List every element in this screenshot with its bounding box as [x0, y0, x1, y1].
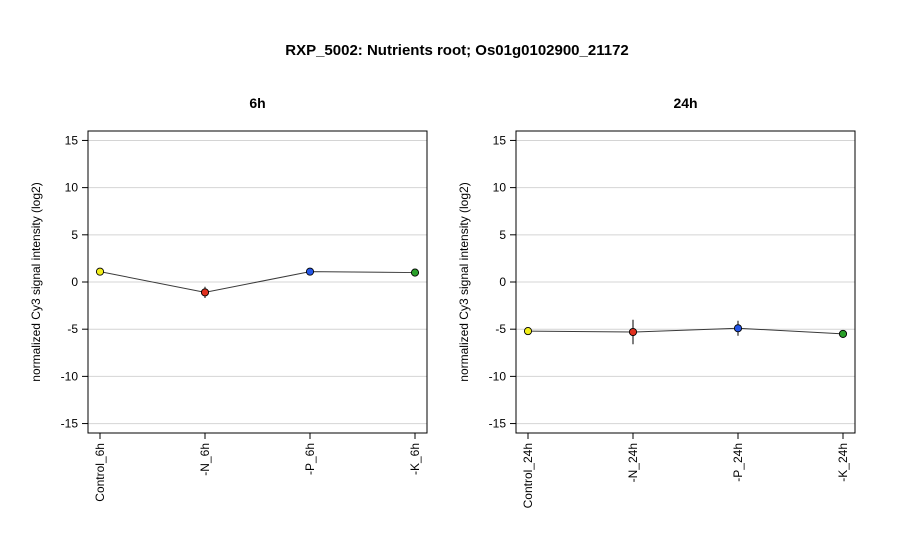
chart-title: RXP_5002: Nutrients root; Os01g0102900_2…: [285, 42, 629, 59]
data-point: [410, 268, 420, 277]
y-tick-label: 15: [493, 133, 507, 147]
y-tick-label: 5: [71, 228, 78, 242]
plot-frame: [515, 130, 856, 434]
chart-panel-0: 6h 15 10 5 0 -5 -10 -15 normalized Cy3 signal in…: [29, 95, 428, 502]
y-tick-label: -15: [61, 417, 79, 431]
series-line: [99, 271, 416, 293]
data-point: [305, 267, 315, 276]
x-tick-label: -P_24h: [731, 443, 745, 482]
data-point: [95, 267, 105, 276]
x-tick-label: -N_24h: [626, 443, 640, 482]
y-tick-label: -5: [67, 322, 78, 336]
series-line: [527, 327, 844, 335]
data-point: [628, 327, 638, 337]
panel-title: 24h: [673, 95, 697, 111]
y-tick-label: 0: [71, 275, 78, 289]
data-point: [523, 327, 533, 336]
x-tick-label: -K_24h: [836, 443, 850, 482]
x-tick-label: -K_6h: [408, 443, 422, 475]
y-tick-label: 0: [499, 275, 506, 289]
chart-panels: 6h 15 10 5 0 -5 -10 -15 normalized Cy3 signal in…: [29, 95, 856, 508]
x-tick-label: -N_6h: [198, 443, 212, 476]
x-tick-label: Control_24h: [521, 443, 535, 508]
panel-title: 6h: [249, 95, 265, 111]
y-axis-label: normalized Cy3 signal intensity (log2): [29, 182, 43, 381]
data-point: [200, 288, 210, 297]
y-tick-label: 5: [499, 228, 506, 242]
y-tick-label: -15: [489, 417, 507, 431]
y-axis-label: normalized Cy3 signal intensity (log2): [457, 182, 471, 381]
data-point: [838, 329, 848, 338]
y-tick-label: -5: [495, 322, 506, 336]
y-tick-label: -10: [489, 369, 507, 383]
plot-frame: [87, 130, 428, 434]
y-tick-label: 10: [65, 181, 79, 195]
y-tick-label: 10: [493, 181, 507, 195]
chart-panel-1: 24h 15 10 5 0 -5 -10 -15 normalized Cy3 signal i…: [457, 95, 856, 508]
y-tick-label: -10: [61, 369, 79, 383]
y-tick-label: 15: [65, 133, 79, 147]
x-tick-label: -P_6h: [303, 443, 317, 475]
x-tick-label: Control_6h: [93, 443, 107, 502]
data-point: [733, 324, 743, 333]
